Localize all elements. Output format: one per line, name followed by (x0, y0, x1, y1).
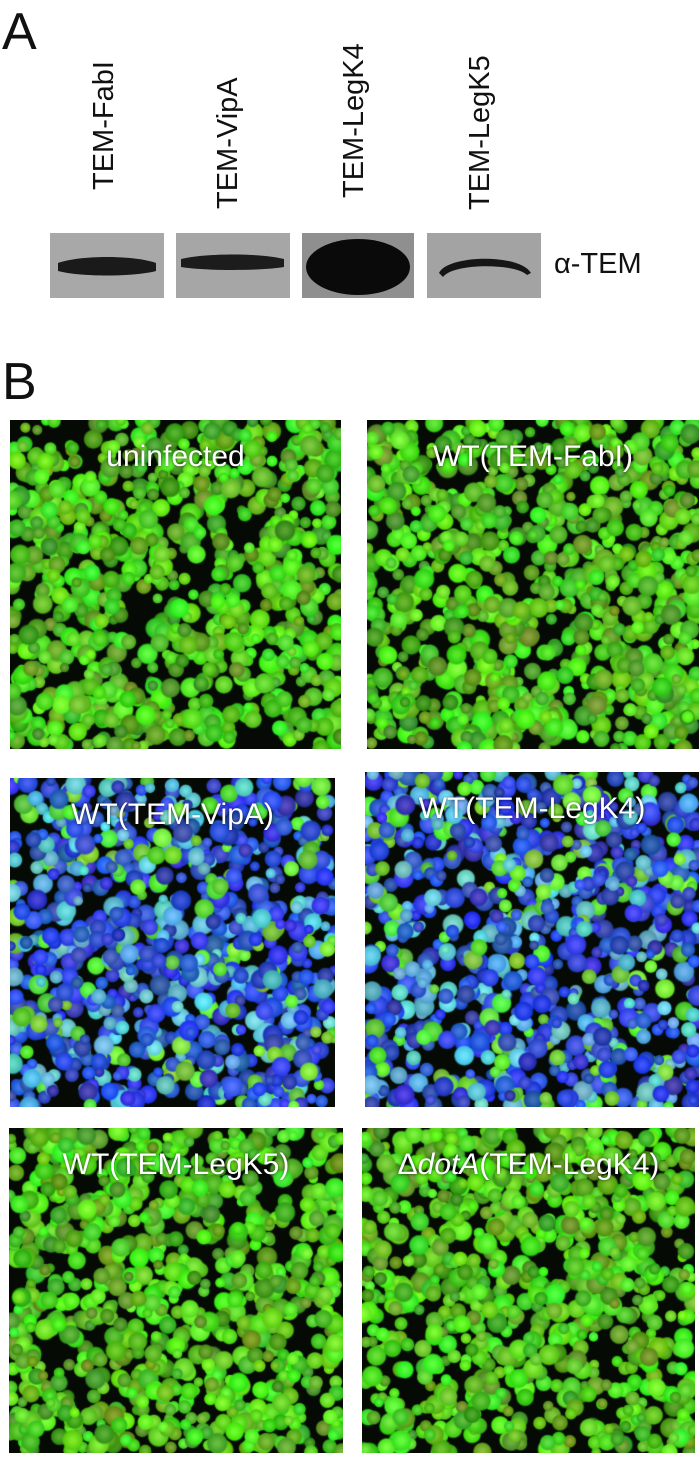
western-blot-lane-4 (427, 233, 541, 298)
micrograph-wt-tem-fabi: WT(TEM-FabI) (367, 420, 699, 749)
antibody-label: α-TEM (554, 248, 642, 280)
lane-label-tem-fabi: TEM-FabI (88, 61, 120, 190)
micrograph-label: WT(TEM-LegK5) (62, 1148, 290, 1181)
micrograph-wt-tem-legk4: WT(TEM-LegK4) (365, 772, 699, 1107)
micrograph-uninfected: uninfected (10, 420, 341, 749)
panel-a-letter: A (2, 3, 37, 61)
micrograph-label: WT(TEM-FabI) (433, 440, 633, 473)
micrograph-wt-tem-vipa: WT(TEM-VipA) (10, 778, 335, 1107)
micrograph-label: uninfected (106, 440, 245, 473)
micrograph-wt-tem-legk5: WT(TEM-LegK5) (9, 1128, 343, 1453)
western-blot-lane-3 (302, 233, 414, 298)
western-blot-lane-2 (176, 233, 290, 298)
micrograph-delta-dota-tem-legk4: ΔdotA(TEM-LegK4) (362, 1128, 695, 1453)
panel-b-letter: B (2, 353, 37, 411)
micrograph-label: WT(TEM-VipA) (71, 798, 274, 831)
western-blot-lane-1 (50, 233, 164, 298)
lane-label-tem-vipa: TEM-VipA (212, 77, 244, 209)
micrograph-label: WT(TEM-LegK4) (418, 792, 646, 825)
micrograph-label: ΔdotA(TEM-LegK4) (397, 1148, 660, 1181)
lane-label-tem-legk4: TEM-LegK4 (338, 43, 370, 198)
lane-label-tem-legk5: TEM-LegK5 (464, 55, 496, 210)
